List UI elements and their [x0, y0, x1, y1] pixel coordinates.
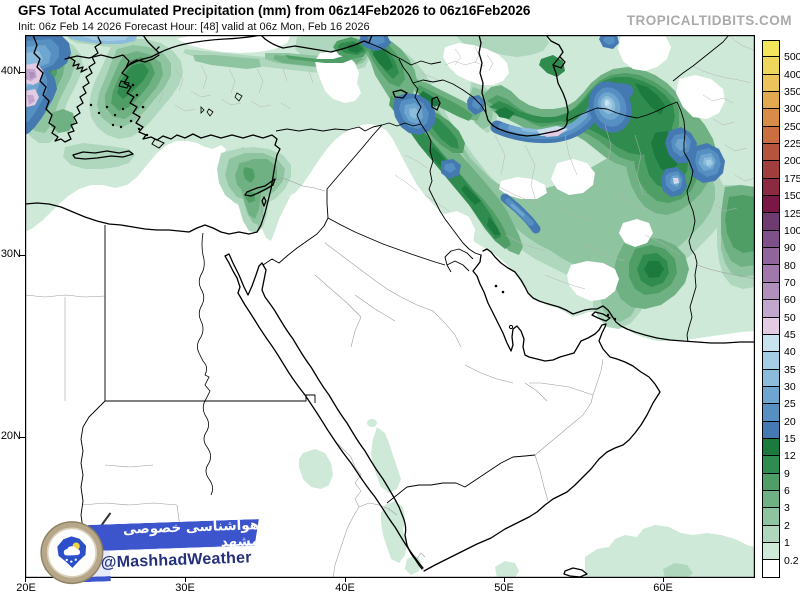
mashhadweather-watermark: هواشناسی خصوصی مشهد @MashhadWeather — [27, 512, 265, 594]
yaxis-tick — [20, 437, 25, 438]
colorbar-value-label: 250 — [784, 120, 800, 133]
page-title: GFS Total Accumulated Precipitation (mm)… — [18, 3, 531, 18]
colorbar-cell — [762, 248, 780, 266]
colorbar-cell — [762, 178, 780, 197]
colorbar-value-label: 80 — [784, 259, 796, 272]
colorbar-value-label: 60 — [784, 294, 796, 307]
colorbar-cell — [762, 421, 780, 439]
colorbar-value-label: 200 — [784, 155, 800, 168]
yaxis-label-30n: 30N — [0, 248, 21, 260]
colorbar-value-label: 3 — [784, 502, 790, 515]
colorbar-value-label: 20 — [784, 415, 796, 428]
colorbar-cell — [762, 473, 780, 491]
colorbar-cell — [762, 126, 780, 145]
colorbar-value-label: 150 — [784, 190, 800, 203]
logo-emblem-icon — [57, 536, 87, 568]
colorbar-value-label: 175 — [784, 172, 800, 185]
colorbar-value-label: 400 — [784, 68, 800, 81]
xaxis-label-40e: 40E — [335, 582, 355, 594]
colorbar-value-label: 35 — [784, 363, 796, 376]
colorbar-value-label: 225 — [784, 138, 800, 151]
colorbar-cell — [762, 230, 780, 249]
colorbar-cell — [762, 161, 780, 179]
colorbar-value-label: 100 — [784, 224, 800, 237]
colorbar-cell — [762, 404, 780, 422]
colorbar-value-label: 350 — [784, 86, 800, 99]
colorbar-value-label: 25 — [784, 398, 796, 411]
colorbar-value-label: 12 — [784, 450, 796, 463]
xaxis-tick — [663, 578, 664, 582]
colorbar-cell — [762, 560, 780, 578]
colorbar-cell — [762, 40, 780, 58]
precipitation-map — [25, 35, 755, 578]
mashhadweather-logo — [40, 521, 103, 584]
xaxis-label-30e: 30E — [175, 582, 195, 594]
colorbar-cell — [762, 57, 780, 75]
colorbar-value-label: 90 — [784, 242, 796, 255]
xaxis-tick — [185, 578, 186, 582]
colorbar-cell — [762, 334, 780, 353]
colorbar-cell — [762, 386, 780, 405]
colorbar-cell — [762, 109, 780, 127]
colorbar-value-label: 70 — [784, 276, 796, 289]
xaxis-tick — [345, 578, 346, 582]
colorbar-cell — [762, 265, 780, 283]
yaxis-tick — [20, 255, 25, 256]
colorbar-cell — [762, 508, 780, 526]
twitter-handle: @MashhadWeather — [100, 549, 252, 572]
colorbar-value-label: 1 — [784, 537, 790, 550]
xaxis-label-60e: 60E — [653, 582, 673, 594]
colorbar-cell — [762, 282, 780, 301]
colorbar-value-label: 0.2 — [784, 554, 799, 567]
colorbar-cell — [762, 74, 780, 93]
xaxis-tick — [504, 578, 505, 582]
colorbar-value-label: 2 — [784, 519, 790, 532]
colorbar-cell — [762, 196, 780, 214]
colorbar-value-label: 15 — [784, 433, 796, 446]
colorbar-value-label: 125 — [784, 207, 800, 220]
yaxis-tick — [20, 72, 25, 73]
xaxis-tick — [25, 578, 26, 582]
colorbar-cell — [762, 352, 780, 370]
colorbar-value-label: 50 — [784, 311, 796, 324]
tropicaltidbits-watermark: TROPICALTIDBITS.COM — [626, 13, 792, 28]
colorbar-cell — [762, 213, 780, 231]
forecast-subtitle: Init: 06z Feb 14 2026 Forecast Hour: [48… — [18, 20, 370, 33]
colorbar-value-label: 45 — [784, 328, 796, 341]
xaxis-label-50e: 50E — [494, 582, 514, 594]
colorbar-value-label: 40 — [784, 346, 796, 359]
colorbar-cell — [762, 438, 780, 457]
colorbar-cell — [762, 490, 780, 509]
colorbar-value-label: 300 — [784, 103, 800, 116]
xaxis-label-20e: 20E — [16, 582, 36, 594]
map-canvas — [25, 35, 755, 578]
yaxis-label-40n: 40N — [0, 65, 21, 77]
colorbar-value-label: 30 — [784, 381, 796, 393]
colorbar-cell — [762, 92, 780, 110]
colorbar-cell — [762, 144, 780, 162]
colorbar-cell — [762, 525, 780, 543]
colorbar-cell — [762, 456, 780, 474]
colorbar-cell — [762, 542, 780, 561]
colorbar-cell — [762, 300, 780, 318]
yaxis-label-20n: 20N — [0, 430, 21, 442]
colorbar-value-label: 500 — [784, 51, 800, 64]
colorbar-cell — [762, 317, 780, 335]
colorbar-value-label: 6 — [784, 485, 790, 498]
colorbar-value-label: 9 — [784, 467, 790, 480]
colorbar-cell — [762, 369, 780, 387]
precipitation-colorbar — [762, 40, 780, 578]
